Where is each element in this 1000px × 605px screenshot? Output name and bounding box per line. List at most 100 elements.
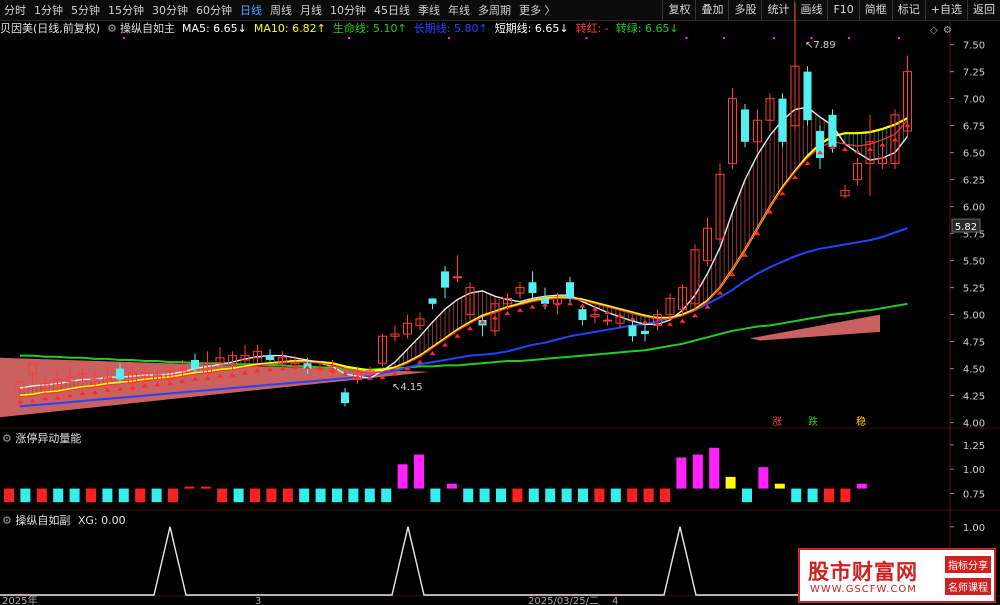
candle-body-up — [453, 276, 462, 279]
candle-body-down — [778, 98, 787, 142]
candle-body-up — [240, 355, 250, 361]
candle-body-up — [390, 333, 400, 337]
candle-body-up — [365, 370, 375, 374]
candle-body-up — [103, 376, 112, 380]
period-tab[interactable]: 周线 — [270, 4, 292, 17]
buy-arrow — [692, 313, 698, 318]
candle-body-up — [40, 383, 50, 389]
vol-tick-label: 1.25 — [963, 441, 985, 452]
volume-bar — [381, 488, 392, 503]
stock-name[interactable]: 贝因美(日线,前复权) — [0, 22, 101, 35]
volume-bar — [692, 454, 703, 489]
period-tab[interactable]: 10分钟 — [330, 4, 366, 17]
toolbar-action-button[interactable]: 返回 — [967, 0, 1000, 20]
volume-bar — [594, 488, 605, 503]
x-axis-label: 2025年 — [2, 594, 37, 605]
buy-arrow — [79, 391, 86, 396]
buy-arrow — [142, 383, 148, 388]
toolbar-action-button[interactable]: 统计 — [761, 0, 794, 20]
candle-body-up — [490, 303, 500, 332]
buy-arrow — [367, 375, 373, 380]
volume-bar — [463, 488, 474, 503]
toolbar-action-button[interactable]: F10 — [827, 0, 858, 20]
top-marker — [685, 37, 688, 39]
legend-turn-red: 转红: - — [575, 22, 609, 35]
period-tab[interactable]: 多周期 — [478, 4, 511, 17]
candle-body-up — [853, 162, 862, 181]
toolbar-actions: 复权 叠加 多股 统计 画线 F10 简框 标记 +自选 返回 — [662, 0, 1000, 20]
period-tab[interactable]: 季线 — [418, 4, 440, 17]
buy-arrow — [892, 137, 898, 142]
volume-bar — [233, 488, 244, 503]
period-tab[interactable]: 5分钟 — [71, 4, 100, 17]
candle-body-up — [415, 318, 425, 326]
life-band-right — [750, 314, 880, 341]
signal-line — [0, 526, 950, 596]
buy-arrow — [792, 175, 798, 180]
subchart2-title[interactable]: 操纵自如副 — [15, 514, 71, 527]
period-tab[interactable]: 15分钟 — [108, 4, 144, 17]
period-tab[interactable]: 1分钟 — [34, 4, 63, 17]
buy-arrow — [879, 142, 886, 147]
toolbar-action-button[interactable]: 多股 — [728, 0, 761, 20]
buy-arrow — [417, 359, 423, 364]
candle-body-down — [116, 368, 124, 380]
gear-icon[interactable]: ⚙ — [2, 432, 12, 445]
period-tab[interactable]: 日线 — [240, 4, 262, 17]
buy-arrow — [442, 342, 448, 347]
candle-body-up — [203, 362, 212, 374]
y-tick-label: 6.00 — [963, 203, 985, 214]
buy-arrow — [117, 386, 123, 391]
gear-icon[interactable]: ⚙ — [2, 514, 12, 527]
candle-body-down — [741, 109, 749, 142]
candle-body-down — [803, 71, 812, 121]
buy-arrow — [204, 375, 211, 380]
candle-body-up — [378, 335, 387, 364]
toolbar-action-button[interactable]: 复权 — [662, 0, 695, 20]
candle-body-up — [715, 173, 725, 240]
candle-body-down — [828, 114, 837, 148]
period-tab[interactable]: 分时 — [4, 4, 26, 17]
y-tick-label: 4.75 — [963, 338, 985, 349]
buy-arrow — [704, 304, 711, 309]
candle-body-down — [566, 282, 574, 299]
buy-arrow — [454, 333, 461, 338]
indicator-name[interactable]: 操纵自如主 — [119, 22, 175, 35]
buy-arrow — [517, 307, 523, 312]
period-tab[interactable]: 60分钟 — [196, 4, 232, 17]
volume-bar — [545, 488, 556, 503]
candle-body-down — [266, 355, 274, 360]
candle-body-up — [65, 376, 75, 383]
subchart1-title[interactable]: 涨停异动量能 — [15, 432, 82, 445]
buy-arrow — [192, 377, 198, 382]
toolbar-action-button[interactable]: 标记 — [891, 0, 925, 20]
signal-up-label: 涨 — [772, 416, 782, 428]
buy-arrow — [129, 385, 136, 390]
high-annotation: ↖7.89 — [805, 40, 836, 51]
candle-body-up — [465, 287, 475, 316]
volume-bar — [643, 488, 654, 503]
top-marker — [848, 37, 850, 39]
settings-icon[interactable]: ⚙ — [107, 21, 117, 35]
candle-body-up — [765, 98, 775, 121]
period-tab[interactable]: 月线 — [300, 4, 322, 17]
buy-arrow — [504, 311, 511, 316]
volume-bar — [660, 488, 670, 503]
period-tab[interactable]: 年线 — [448, 4, 470, 17]
period-tab[interactable]: 45日线 — [374, 4, 410, 17]
buy-arrow — [829, 144, 836, 149]
watermark-url: WWW.GSCFW.COM — [810, 584, 917, 595]
vol-tick-label: 1.00 — [963, 465, 985, 476]
volume-bar — [725, 476, 736, 489]
buy-arrow — [167, 381, 173, 386]
period-tab[interactable]: 更多 〉 — [519, 4, 556, 17]
toolbar-action-button[interactable]: 简框 — [858, 0, 892, 20]
candle-body-down — [528, 282, 537, 294]
toolbar-action-button[interactable]: +自选 — [924, 0, 967, 20]
period-tab[interactable]: 30分钟 — [152, 4, 188, 17]
volume-bar — [446, 483, 457, 489]
buy-arrow — [604, 310, 611, 315]
toolbar-action-button[interactable]: 叠加 — [695, 0, 728, 20]
volume-bar — [20, 488, 31, 503]
